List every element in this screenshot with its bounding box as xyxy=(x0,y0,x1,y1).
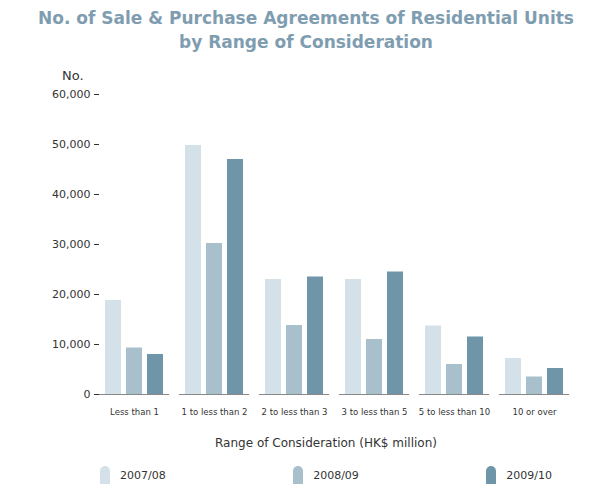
svg-text:30,000: 30,000 xyxy=(52,238,91,251)
svg-text:50,000: 50,000 xyxy=(52,138,91,151)
svg-text:0: 0 xyxy=(84,388,91,401)
svg-text:3 to less than 5: 3 to less than 5 xyxy=(342,407,408,417)
svg-text:60,000: 60,000 xyxy=(52,88,91,101)
html-text:by Range of Consideration: by Range of Consideration xyxy=(179,32,433,52)
svg-text:40,000: 40,000 xyxy=(52,188,91,201)
svg-text:1 to less than 2: 1 to less than 2 xyxy=(182,407,248,417)
html-text:2008/09: 2008/09 xyxy=(313,468,359,482)
svg-text:10,000: 10,000 xyxy=(52,338,91,351)
html-text:2009/10: 2009/10 xyxy=(506,468,552,482)
svg-text:5 to less than 10: 5 to less than 10 xyxy=(419,407,490,417)
html-text:No. of Sale & Purchase Agreeme: No. of Sale & Purchase Agreements of Res… xyxy=(38,8,574,28)
svg-text:10 or over: 10 or over xyxy=(513,407,557,417)
html-text:Range of Consideration (HK$ mi: Range of Consideration (HK$ million) xyxy=(215,436,437,450)
svg-text:Less than 1: Less than 1 xyxy=(110,407,159,417)
svg-text:20,000: 20,000 xyxy=(52,288,91,301)
html-text:No.: No. xyxy=(62,68,84,83)
html-text:2007/08: 2007/08 xyxy=(120,468,166,482)
svg-text:2 to less than 3: 2 to less than 3 xyxy=(262,407,328,417)
